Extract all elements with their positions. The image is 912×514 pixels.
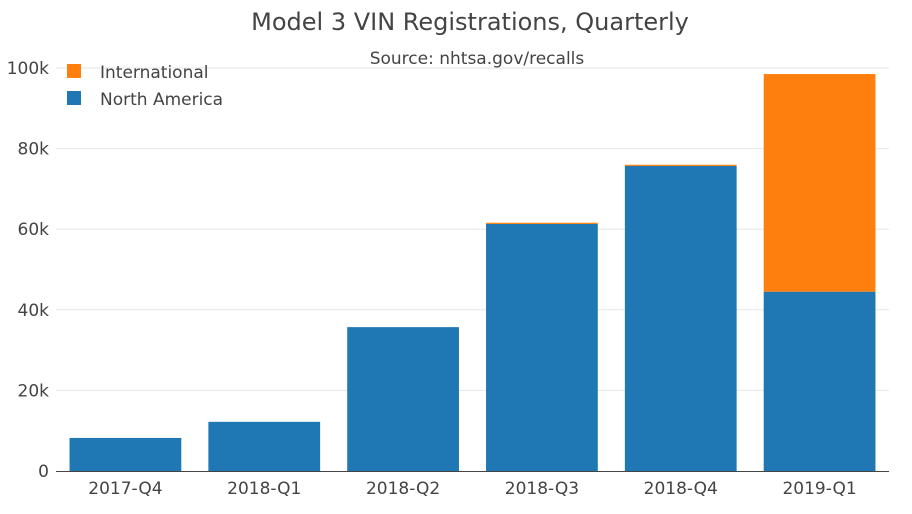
x-tick-label: 2018-Q2 xyxy=(366,479,440,499)
bars xyxy=(69,74,876,471)
y-tick-label: 20k xyxy=(18,381,50,401)
legend-label[interactable]: North America xyxy=(100,90,223,110)
legend-swatch[interactable] xyxy=(67,91,81,105)
bar-north-america[interactable] xyxy=(624,165,737,471)
x-tick-label: 2017-Q4 xyxy=(88,479,162,499)
x-tick-label: 2018-Q3 xyxy=(505,479,579,499)
bar-north-america[interactable] xyxy=(347,327,459,471)
x-tick-label: 2018-Q4 xyxy=(644,479,718,499)
axes: 0 20k 40k 60k 80k 100k 2017-Q4 2018-Q1 2018-Q2 20… xyxy=(7,59,889,499)
bar-north-america[interactable] xyxy=(208,421,321,471)
bar-international[interactable] xyxy=(763,74,876,292)
y-tick-label: 60k xyxy=(18,220,50,240)
y-tick-label: 100k xyxy=(7,59,49,79)
gridlines xyxy=(56,67,889,391)
legend-label[interactable]: International xyxy=(100,63,209,83)
y-tick-label: 40k xyxy=(18,301,50,321)
x-tick-label: 2019-Q1 xyxy=(782,479,856,499)
bar-north-america[interactable] xyxy=(486,223,598,471)
bar-international[interactable] xyxy=(624,164,737,166)
bar-north-america[interactable] xyxy=(763,291,876,471)
bar-international[interactable] xyxy=(486,222,598,224)
chart-subtitle: Source: nhtsa.gov/recalls xyxy=(370,49,585,69)
chart-title: Model 3 VIN Registrations, Quarterly xyxy=(251,8,689,36)
y-tick-label: 80k xyxy=(18,140,50,160)
bar-north-america[interactable] xyxy=(69,437,182,471)
y-tick-label: 0 xyxy=(38,462,49,482)
x-tick-label: 2018-Q1 xyxy=(227,479,301,499)
legend-swatch[interactable] xyxy=(67,64,81,78)
legend[interactable]: International North America xyxy=(67,63,223,110)
